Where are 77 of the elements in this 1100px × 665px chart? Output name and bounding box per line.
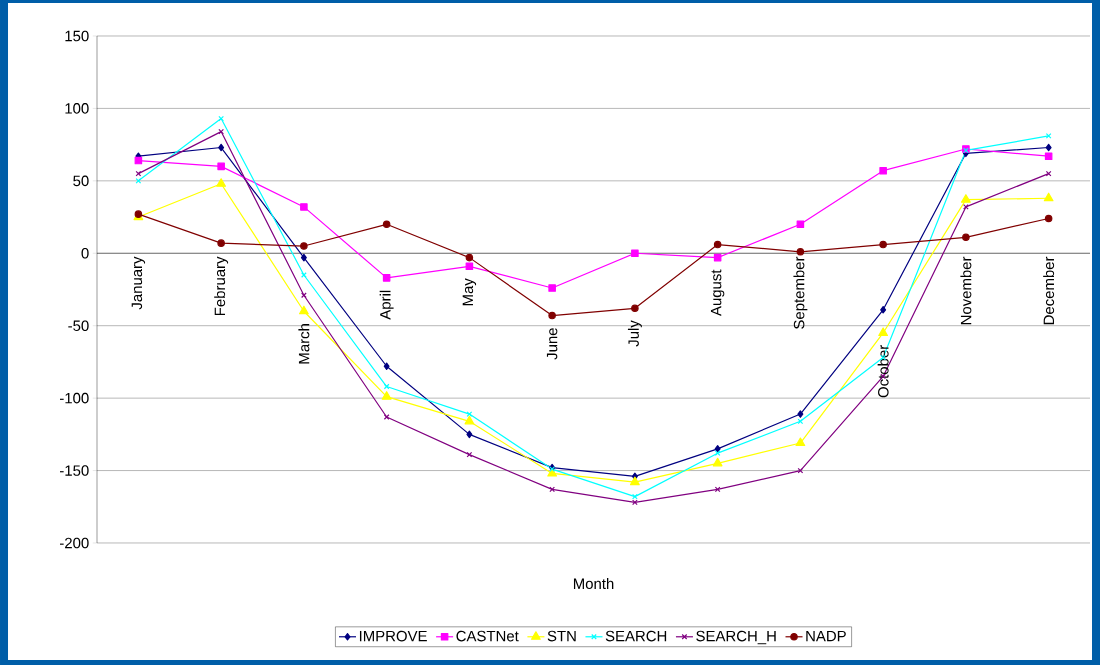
point (218, 115, 224, 122)
point (632, 499, 638, 506)
x-tick-label: August (710, 269, 725, 316)
point (548, 284, 556, 292)
point (300, 242, 308, 250)
y-tick-label: -200 (59, 537, 89, 549)
point (880, 305, 887, 314)
point (713, 240, 722, 249)
x-tick-label: December (1043, 256, 1055, 325)
x-tick-label: July (627, 320, 642, 347)
point (217, 162, 225, 171)
point (383, 383, 390, 390)
point (466, 430, 473, 439)
point (466, 411, 473, 417)
y-tick-label: -50 (68, 320, 89, 331)
point (1045, 143, 1052, 152)
y-tick-label: 0 (81, 247, 89, 259)
point (797, 410, 804, 418)
point (298, 305, 309, 315)
point (714, 450, 721, 457)
point (796, 220, 805, 229)
point (383, 414, 390, 420)
point (301, 292, 307, 299)
x-tick-label: January (131, 256, 146, 310)
legend-label: CASTNet (456, 630, 519, 642)
point (879, 166, 887, 175)
legend-label: NADP (806, 630, 846, 642)
point (960, 194, 971, 203)
x-tick-label: May (462, 278, 477, 306)
point (382, 274, 391, 282)
point (218, 128, 224, 135)
point (1044, 214, 1053, 223)
x-tick-label: October (877, 345, 889, 398)
point (548, 311, 556, 320)
point (714, 445, 721, 453)
legend-label: SEARCH (605, 630, 667, 642)
legend-label: IMPROVE (359, 630, 427, 642)
point (879, 240, 887, 249)
x-tick-label: March (298, 324, 310, 364)
point (1044, 152, 1053, 160)
point (465, 253, 474, 262)
point (797, 418, 804, 425)
x-tick-label: June (546, 328, 558, 360)
point (301, 272, 307, 278)
point (629, 476, 640, 486)
point (300, 253, 307, 262)
x-tick-label: September (793, 256, 808, 329)
x-tick-label: February (214, 256, 229, 316)
point (632, 493, 638, 500)
x-tick-label: April (379, 290, 394, 320)
y-tick-label: 100 (65, 103, 89, 114)
point (217, 239, 225, 247)
point (1043, 192, 1054, 202)
point (795, 437, 806, 447)
y-tick-label: 150 (65, 30, 89, 42)
x-tick-label: November (960, 256, 972, 325)
point (631, 304, 639, 313)
legend-label: STN (547, 630, 576, 642)
point (631, 249, 639, 258)
point (383, 362, 390, 371)
point (218, 143, 225, 152)
point (300, 203, 308, 211)
y-tick-label: -100 (59, 392, 89, 404)
point (712, 457, 723, 467)
y-tick-label: -150 (59, 465, 89, 476)
y-tick-label: 50 (73, 175, 89, 187)
legend-label: SEARCH_H (696, 630, 776, 645)
point (216, 178, 227, 187)
point (878, 327, 889, 337)
point (796, 248, 805, 256)
point (465, 262, 474, 271)
point (549, 486, 555, 493)
point (381, 391, 392, 400)
point (962, 233, 970, 242)
point (382, 220, 391, 229)
x-axis-title: Month (573, 578, 614, 590)
point (464, 415, 475, 425)
